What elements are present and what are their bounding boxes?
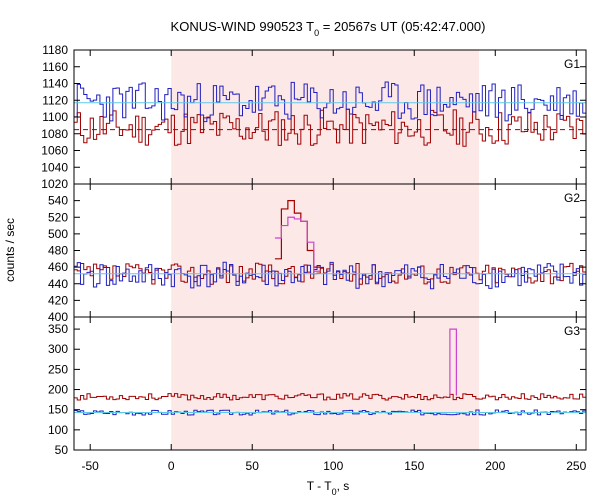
panel-G3-ytick-label: 200: [48, 383, 68, 397]
panel-G3-ytick-label: 150: [48, 403, 68, 417]
x-tick-label: 150: [404, 459, 424, 473]
panel-G2-pulse-0: [274, 200, 321, 268]
panel-G2-ytick-label: 460: [48, 260, 68, 274]
panel-G3-ytick-label: 250: [48, 362, 68, 376]
x-tick-label: 100: [323, 459, 343, 473]
panel-G3-ytick-label: 100: [48, 423, 68, 437]
panel-G3-frame: [73, 316, 587, 451]
x-tick-label: -50: [82, 459, 100, 473]
panel-G1-ytick-label: 1160: [42, 60, 68, 74]
panel-G3-series-red: [74, 393, 586, 401]
x-tick-label: 50: [246, 459, 260, 473]
panel-G2-ytick-label: 500: [48, 227, 68, 241]
x-tick-label: 250: [566, 459, 586, 473]
panel-G1-ytick-label: 1180: [42, 43, 68, 57]
x-tick-label: 200: [485, 459, 505, 473]
panel-G3-ytick-label: 350: [48, 322, 68, 336]
panel-G1-ytick-label: 1020: [41, 177, 68, 191]
panel-G3-spike-0: [449, 328, 457, 396]
panel-G1-series-red: [74, 108, 586, 147]
y-axis-label: counts / sec: [3, 218, 17, 282]
panel-label-G2: G2: [564, 191, 580, 205]
panel-G1-ytick-label: 1080: [41, 127, 68, 141]
panel-G3-ytick-label: 50: [55, 443, 69, 457]
panel-G1-ytick-label: 1100: [42, 110, 68, 124]
panel-label-G1: G1: [564, 57, 580, 71]
panel-G2-pulse-1: [274, 216, 321, 272]
panel-G2-ytick-label: 440: [48, 277, 68, 291]
panel-G1-ytick-label: 1060: [41, 144, 68, 158]
interval-shade: [171, 50, 480, 450]
panel-label-G3: G3: [564, 324, 580, 338]
panel-G1-ytick-label: 1040: [41, 160, 68, 174]
panel-G2-ytick-label: 420: [48, 293, 68, 307]
panel-G2-ytick-label: 520: [48, 210, 68, 224]
panel-G2-ytick-label: 480: [48, 244, 68, 258]
x-axis-label: T - T0, s: [307, 479, 350, 497]
panel-G3-ytick-label: 300: [48, 342, 68, 356]
panel-G1-series-blue: [74, 81, 586, 123]
plot-area: 1020 1040 1060 1080 1100 1120 1140 1160 1180 G1 40…: [41, 43, 586, 473]
panel-G2-ytick-label: 540: [48, 194, 68, 208]
x-tick-label: 0: [168, 459, 175, 473]
panel-G1-ytick-label: 1140: [42, 77, 68, 91]
chart-title: KONUS-WIND 990523 T0 = 20567s UT (05:42:…: [171, 19, 486, 38]
panel-G1-ytick-label: 1120: [42, 93, 68, 107]
panel-G2-ytick-label: 400: [48, 310, 68, 324]
panel-G2-series-blue: [74, 261, 586, 290]
